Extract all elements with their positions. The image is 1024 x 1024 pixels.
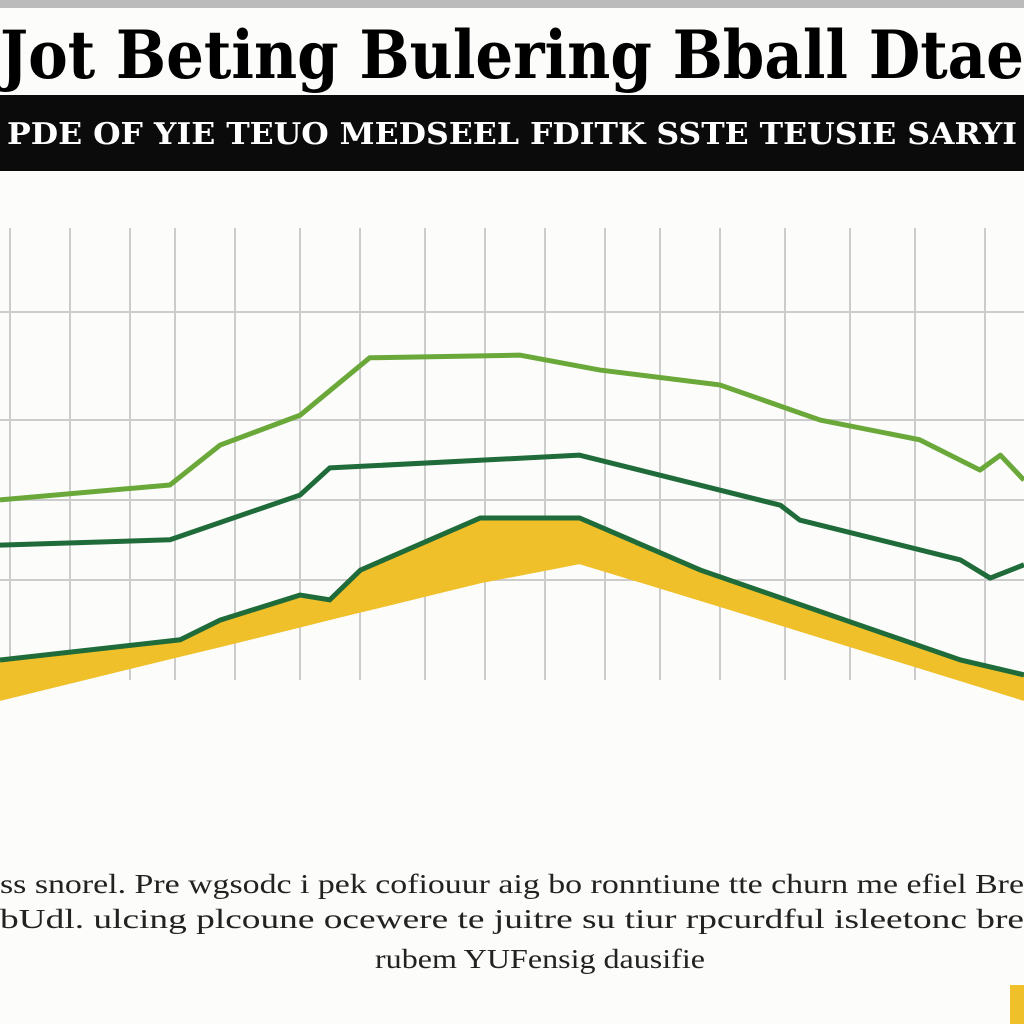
caption-line: rubem YUFensig dausifie [375, 944, 705, 974]
chart-subtitle: PDE OF YIE TEUO MEDSEEL FDITK SSTE TEUSI… [7, 117, 1017, 152]
chart-title: Jot Beting Bulering Bball Dtae [0, 16, 1024, 94]
series-line [0, 352, 1024, 503]
grid [0, 228, 1024, 680]
area-band [0, 517, 1024, 700]
area-upper-edge [0, 515, 1024, 678]
corner-mark [1010, 985, 1024, 1024]
caption-line: ss snorel. Pre wgsodc i pek cofiouur aig… [0, 869, 1024, 899]
top-strip [0, 0, 1024, 8]
plot [0, 352, 1024, 701]
header-bar [0, 95, 1024, 171]
caption-line: bUdl. ulcing plcoune ocewere te juitre s… [0, 904, 1024, 934]
series-line [0, 452, 1024, 581]
area-lower-edge [0, 562, 1024, 701]
